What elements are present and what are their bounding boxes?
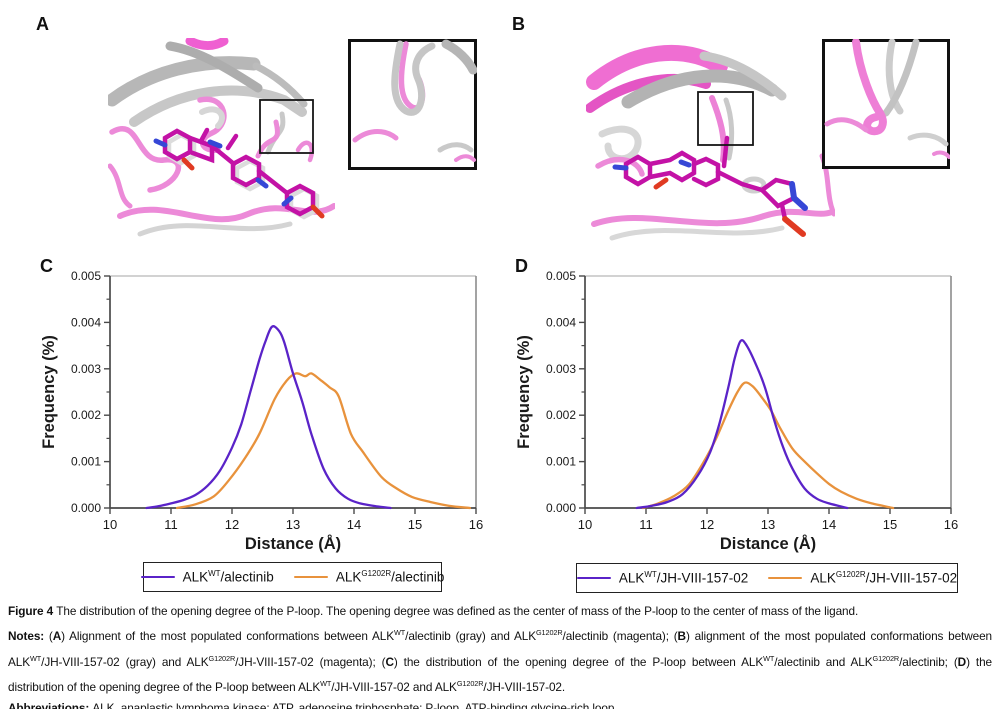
caption-title-line: Figure 4 The distribution of the opening… bbox=[8, 604, 859, 618]
panel-b-inset-image bbox=[822, 39, 950, 169]
legend-line-swatch bbox=[293, 575, 328, 579]
svg-text:0.002: 0.002 bbox=[71, 408, 101, 422]
svg-text:0.003: 0.003 bbox=[546, 362, 576, 376]
legend-label: ALKWT/JH-VIII-157-02 bbox=[618, 570, 749, 586]
svg-text:Distance (Å): Distance (Å) bbox=[720, 534, 816, 553]
legend-label: ALKWT/alectinib bbox=[182, 569, 274, 585]
svg-text:Frequency (%): Frequency (%) bbox=[40, 335, 58, 449]
svg-text:0.000: 0.000 bbox=[546, 501, 576, 515]
svg-text:11: 11 bbox=[639, 517, 653, 532]
svg-text:0.001: 0.001 bbox=[546, 455, 576, 469]
panel-a-inset-loops bbox=[352, 39, 477, 162]
panel-a-structure-image bbox=[108, 38, 335, 237]
legend-entry-alkwt-jhviii: ALKWT/JH-VIII-157-02 bbox=[576, 570, 749, 586]
figure-caption: Figure 4 The distribution of the opening… bbox=[0, 601, 1000, 709]
legend-entry-alkg1202r-alectinib: ALKG1202R/alectinib bbox=[293, 569, 445, 585]
panel-a-ligand-heteroatoms bbox=[153, 138, 325, 219]
chart-d-legend: ALKWT/JH-VIII-157-02 ALKG1202R/JH-VIII-1… bbox=[576, 563, 958, 593]
svg-text:11: 11 bbox=[164, 517, 178, 532]
panel-b-ribbons bbox=[586, 44, 835, 241]
legend-entry-alkg1202r-jhviii: ALKG1202R/JH-VIII-157-02 bbox=[768, 570, 957, 586]
svg-text:0.000: 0.000 bbox=[71, 501, 101, 515]
legend-line-swatch bbox=[576, 576, 611, 580]
panel-a-inset-image bbox=[348, 39, 477, 170]
svg-text:14: 14 bbox=[347, 517, 361, 532]
panel-b-inset-loops bbox=[824, 39, 950, 159]
svg-text:0.005: 0.005 bbox=[71, 269, 101, 283]
svg-text:14: 14 bbox=[822, 517, 836, 532]
panel-d-label: D bbox=[515, 256, 528, 276]
panel-a-ribbons bbox=[108, 38, 335, 237]
svg-text:10: 10 bbox=[578, 517, 592, 532]
svg-text:16: 16 bbox=[469, 517, 483, 532]
legend-label: ALKG1202R/JH-VIII-157-02 bbox=[810, 570, 958, 586]
panel-a-roi-box bbox=[259, 99, 314, 154]
legend-line-swatch bbox=[768, 576, 803, 580]
legend-entry-alkwt-alectinib: ALKWT/alectinib bbox=[140, 569, 274, 585]
svg-text:13: 13 bbox=[761, 517, 775, 532]
svg-text:10: 10 bbox=[103, 517, 117, 532]
caption-abbreviations: Abbreviations: ALK, anaplastic lymphoma … bbox=[8, 701, 618, 709]
svg-text:Distance (Å): Distance (Å) bbox=[245, 534, 341, 553]
svg-text:0.004: 0.004 bbox=[71, 315, 101, 329]
svg-text:12: 12 bbox=[225, 517, 239, 532]
panel-c-label: C bbox=[40, 256, 53, 276]
panel-b-label: B bbox=[512, 14, 525, 34]
panel-b-ligand-heteroatoms bbox=[612, 159, 808, 237]
panel-b-roi-box bbox=[697, 91, 754, 146]
svg-text:15: 15 bbox=[883, 517, 897, 532]
chart-c-legend: ALKWT/alectinib ALKG1202R/alectinib bbox=[140, 562, 445, 592]
svg-text:0.005: 0.005 bbox=[546, 269, 576, 283]
svg-text:0.001: 0.001 bbox=[71, 455, 101, 469]
svg-text:0.002: 0.002 bbox=[546, 408, 576, 422]
panel-b-structure-image bbox=[586, 44, 835, 241]
legend-label: ALKG1202R/alectinib bbox=[335, 569, 445, 585]
svg-text:15: 15 bbox=[408, 517, 422, 532]
panel-b-ligand-sticks bbox=[623, 135, 797, 222]
svg-text:0.003: 0.003 bbox=[71, 362, 101, 376]
svg-text:16: 16 bbox=[944, 517, 958, 532]
svg-text:12: 12 bbox=[700, 517, 714, 532]
chart-d: 0.000 0.001 0.002 0.003 0.004 0.005 10 11 12 13 14… bbox=[515, 269, 958, 553]
svg-text:13: 13 bbox=[286, 517, 300, 532]
svg-text:Frequency (%): Frequency (%) bbox=[515, 335, 533, 449]
legend-line-swatch bbox=[140, 575, 175, 579]
caption-notes: Notes: (A) Alignment of the most populat… bbox=[8, 628, 993, 694]
svg-text:0.004: 0.004 bbox=[546, 315, 576, 329]
panel-a-label: A bbox=[36, 14, 49, 34]
chart-c: 0.000 0.001 0.002 0.003 0.004 0.005 10 11 12 13 14… bbox=[40, 269, 483, 553]
